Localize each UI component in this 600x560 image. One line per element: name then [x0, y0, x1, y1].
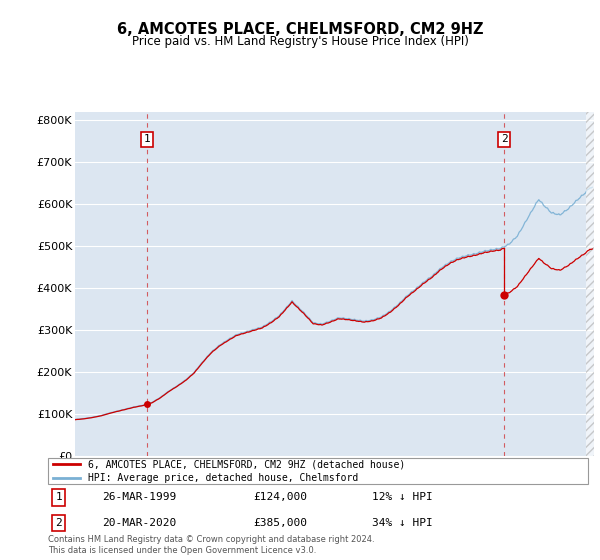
Text: £124,000: £124,000 [253, 492, 307, 502]
Text: 34% ↓ HPI: 34% ↓ HPI [372, 517, 433, 528]
Text: 2: 2 [55, 517, 62, 528]
Text: £385,000: £385,000 [253, 517, 307, 528]
FancyBboxPatch shape [48, 458, 588, 484]
Text: 6, AMCOTES PLACE, CHELMSFORD, CM2 9HZ (detached house): 6, AMCOTES PLACE, CHELMSFORD, CM2 9HZ (d… [89, 459, 406, 469]
Text: 26-MAR-1999: 26-MAR-1999 [102, 492, 176, 502]
Text: Price paid vs. HM Land Registry's House Price Index (HPI): Price paid vs. HM Land Registry's House … [131, 35, 469, 48]
Bar [586, 112, 594, 456]
Text: 6, AMCOTES PLACE, CHELMSFORD, CM2 9HZ: 6, AMCOTES PLACE, CHELMSFORD, CM2 9HZ [117, 22, 483, 38]
Text: 2: 2 [501, 134, 508, 144]
Text: 12% ↓ HPI: 12% ↓ HPI [372, 492, 433, 502]
Text: 1: 1 [144, 134, 151, 144]
Text: 20-MAR-2020: 20-MAR-2020 [102, 517, 176, 528]
Text: 1: 1 [55, 492, 62, 502]
Text: Contains HM Land Registry data © Crown copyright and database right 2024.
This d: Contains HM Land Registry data © Crown c… [48, 535, 374, 555]
Text: HPI: Average price, detached house, Chelmsford: HPI: Average price, detached house, Chel… [89, 474, 359, 483]
